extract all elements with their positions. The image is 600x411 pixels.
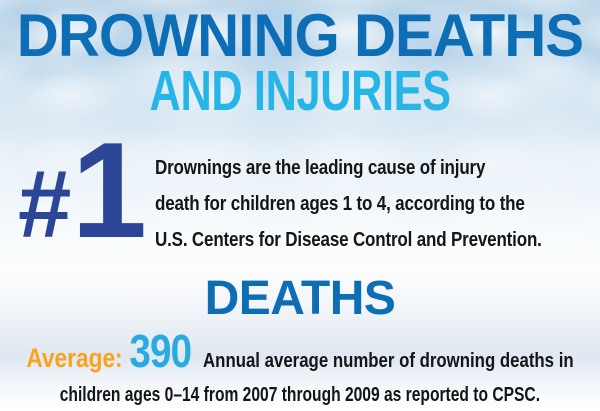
rank-hash-symbol: # [18,151,72,258]
stat-description-line2-row: children ages 0–14 from 2007 through 200… [0,382,600,408]
stat-description-line2: children ages 0–14 from 2007 through 200… [59,384,541,406]
main-title-line-secondary: AND INJURIES [0,59,600,123]
rank-paragraph-line: death for children ages 1 to 4, accordin… [155,186,600,222]
rank-paragraph-line-text: death for children ages 1 to 4, accordin… [155,193,525,215]
rank-number: # 1 [18,114,147,266]
rank-paragraph: Drownings are the leading cause of injur… [155,150,600,258]
rank-paragraph-line: Drownings are the leading cause of injur… [155,150,600,186]
main-title-text-secondary: AND INJURIES [149,59,451,123]
stat-description-line1: Annual average number of drowning deaths… [203,350,574,372]
rank-section: # 1 Drownings are the leading cause of i… [0,122,600,258]
deaths-section-heading: DEATHS [204,272,396,325]
stat-average-label: Average: [26,343,123,373]
rank-paragraph-line-text: Drownings are the leading cause of injur… [155,157,486,179]
rank-number-digit: 1 [71,114,147,266]
rank-paragraph-line-text: U.S. Centers for Disease Control and Pre… [155,229,542,251]
main-title-line-primary: DROWNING DEATHS [0,2,600,69]
rank-paragraph-line: U.S. Centers for Disease Control and Pre… [155,222,600,258]
stat-row: Average: 390 Annual average number of dr… [26,325,573,381]
stat-value-390: 390 [129,325,192,377]
main-title-text-primary: DROWNING DEATHS [16,2,584,69]
